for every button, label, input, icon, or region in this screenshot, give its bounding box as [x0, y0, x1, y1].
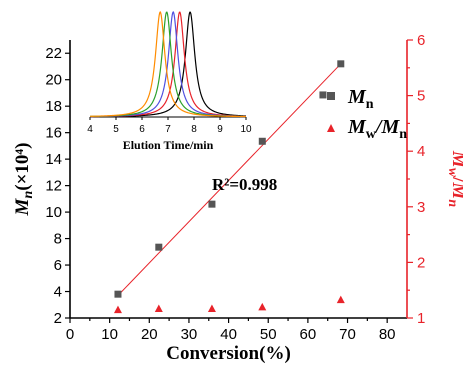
mn-point: [337, 60, 345, 68]
mn-point: [319, 91, 327, 99]
y-left-tick-label: 10: [45, 204, 62, 221]
y-right-tick-label: 2: [417, 254, 425, 271]
y-right-tick-label: 1: [417, 310, 425, 327]
inset-chart: 4 5 6 7 8 9 10 Elution Time/min: [87, 10, 252, 152]
y-left-axis-title: Mn(×10⁴): [12, 143, 36, 217]
inset-peak-curve: [89, 10, 247, 118]
x-tick-label: 20: [141, 326, 158, 343]
inset-x-tick-label: 5: [113, 124, 119, 135]
y-left-tick-label: 14: [45, 151, 62, 168]
y-right-tick-label: 5: [417, 88, 425, 105]
r-squared-annotation: R²=0.998: [212, 175, 277, 194]
y-left-tick-label: 20: [45, 72, 62, 89]
fit-line-segment: [117, 63, 342, 296]
pdi-point: [336, 295, 345, 304]
y-left-tick-label: 16: [45, 125, 62, 142]
inset-x-tick-label: 7: [165, 124, 171, 135]
x-axis-title: Conversion(%): [166, 343, 291, 364]
y-left-tick-label: 22: [45, 45, 62, 62]
mn-point: [155, 243, 163, 251]
data-points: [113, 60, 345, 314]
legend-pdi-label: Mw/Mn: [347, 116, 407, 142]
y-left-tick-label: 4: [54, 284, 62, 301]
pdi-point: [207, 304, 216, 313]
x-tick-label: 40: [220, 326, 237, 343]
legend: Mn Mw/Mn: [327, 86, 407, 142]
mn-point: [114, 290, 122, 298]
x-tick-label: 60: [300, 326, 317, 343]
y-right-tick-label: 3: [417, 199, 425, 216]
x-tick-label: 10: [101, 326, 118, 343]
mn-point: [208, 200, 216, 208]
inset-peak-curve: [89, 10, 247, 118]
x-tick-label: 50: [260, 326, 277, 343]
inset-x-axis-title: Elution Time/min: [123, 138, 214, 152]
y-left-tick-label: 12: [45, 178, 62, 195]
inset-x-tick-label: 8: [191, 124, 197, 135]
y-left-tick-label: 2: [54, 310, 62, 327]
x-tick-label: 30: [181, 326, 198, 343]
legend-pdi-marker: [327, 124, 335, 132]
inset-x-tick-label: 10: [240, 124, 252, 135]
inset-x-tick-label: 4: [87, 124, 93, 135]
pdi-point: [113, 305, 122, 314]
inset-x-tick-label: 6: [139, 124, 145, 135]
y-right-tick-label: 6: [417, 32, 425, 49]
y-right-axis-title: Mw/Mn: [445, 150, 463, 207]
x-tick-label: 70: [339, 326, 356, 343]
y-left-tick-label: 6: [54, 257, 62, 274]
fit-line: [117, 63, 342, 296]
legend-mn-label: Mn: [347, 86, 374, 112]
x-tick-label: 0: [66, 326, 74, 343]
mn-point: [258, 137, 266, 145]
y-left-tick-label: 8: [54, 231, 62, 248]
legend-mn-marker: [327, 92, 335, 100]
y-left-tick-label: 18: [45, 98, 62, 115]
pdi-point: [154, 304, 163, 313]
axes: 0 10 20 30 40 50 60 70 8024681012141618202212345…: [12, 32, 463, 364]
pdi-point: [258, 302, 267, 311]
y-right-tick-label: 4: [417, 143, 425, 160]
inset-x-tick-label: 9: [217, 124, 223, 135]
x-tick-label: 80: [379, 326, 396, 343]
